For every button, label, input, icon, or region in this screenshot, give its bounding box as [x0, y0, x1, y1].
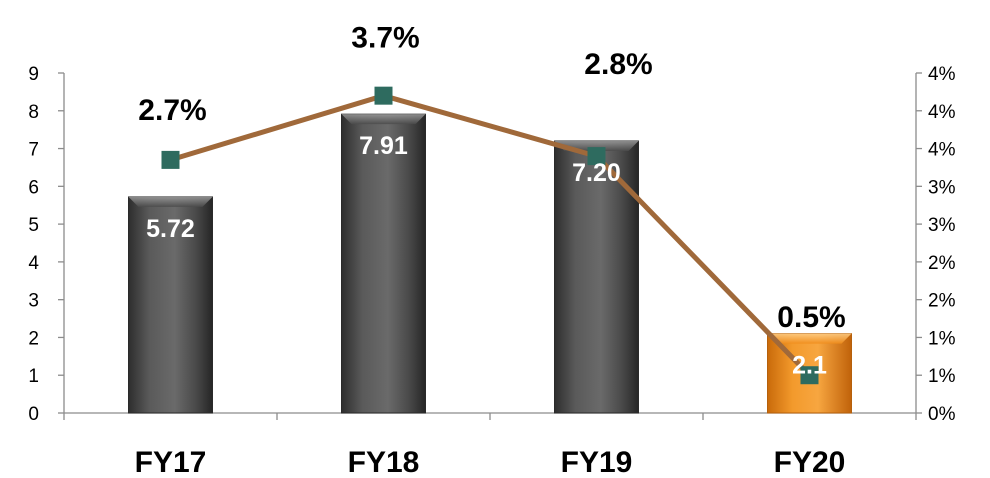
x-tick-label: FY17	[135, 446, 207, 478]
y-right-tick-label: 1%	[928, 328, 956, 349]
y-right-tick-label: 0%	[928, 404, 956, 425]
y-left-tick-label: 1	[28, 366, 39, 387]
bars	[128, 113, 852, 414]
bar-value-label: 5.72	[146, 215, 195, 243]
y-right-tick-label: 4%	[928, 64, 956, 85]
bar	[341, 113, 426, 414]
y-left-tick-label: 8	[28, 102, 39, 123]
y-right-tick-label: 3%	[928, 215, 956, 236]
line-marker	[161, 150, 180, 169]
y-left-tick-label: 5	[28, 215, 39, 236]
bar-bevel	[341, 114, 426, 125]
y-right-tick-label: 2%	[928, 253, 956, 274]
line-series	[161, 86, 819, 385]
y-left-tick-label: 0	[28, 404, 39, 425]
bar-value-label: 7.91	[359, 132, 408, 160]
line-marker	[587, 147, 606, 166]
labels: 5.72 7.91 7.20 2.1 2.7% 3.7% 2.8% 0.5%	[138, 22, 845, 380]
y-right-tick-label: 2%	[928, 291, 956, 312]
line-value-label: 2.7%	[138, 94, 206, 127]
bar-bevel	[128, 196, 213, 207]
bar	[128, 196, 213, 414]
y-left-tick-label: 9	[28, 64, 39, 85]
y-right-tick-label: 3%	[928, 177, 956, 198]
line-marker	[374, 86, 393, 105]
line-value-label: 2.8%	[584, 48, 652, 81]
line-value-label: 0.5%	[777, 301, 845, 334]
y-right-tick-label: 4%	[928, 102, 956, 123]
y-right-tick-label: 4%	[928, 140, 956, 161]
y-left-tick-label: 6	[28, 177, 39, 198]
x-tick-label: FY18	[348, 446, 420, 478]
y-left-tick-label: 3	[28, 291, 39, 312]
x-tick-label: FY19	[561, 446, 633, 478]
bar-value-label: 7.20	[572, 159, 621, 187]
bar-value-label: 2.1	[792, 352, 827, 380]
y-left-tick-label: 4	[28, 253, 39, 274]
x-tick-label: FY20	[774, 446, 846, 478]
y-right-tick-label: 1%	[928, 366, 956, 387]
y-left-tick-label: 2	[28, 328, 39, 349]
line-marker	[800, 366, 819, 385]
bar-bevel	[767, 333, 852, 344]
line-path	[169, 93, 812, 377]
y-left-tick-label: 7	[28, 140, 39, 161]
line-value-label: 3.7%	[351, 22, 419, 55]
